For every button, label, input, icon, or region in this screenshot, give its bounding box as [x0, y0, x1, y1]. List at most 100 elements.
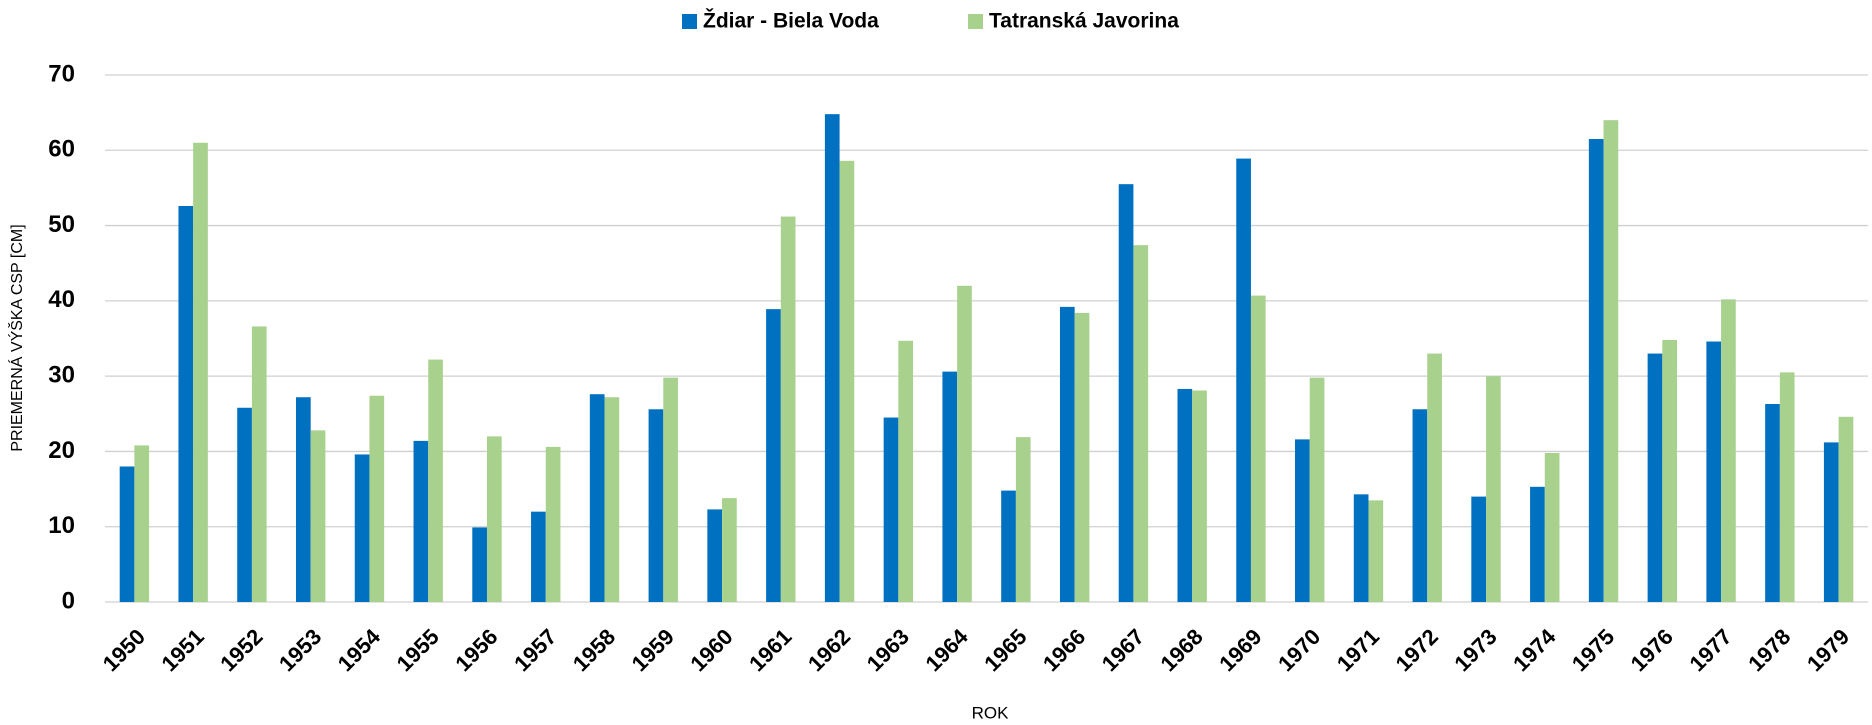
bar: [1427, 353, 1442, 602]
y-tick-label: 40: [48, 286, 75, 313]
bar: [1823, 442, 1839, 602]
y-tick-label: 10: [48, 512, 75, 539]
bar: [648, 409, 664, 602]
legend-swatch: [968, 14, 983, 29]
bar: [589, 394, 605, 602]
bar: [839, 160, 855, 602]
x-tick-label: 1963: [862, 624, 914, 676]
bar: [1412, 409, 1428, 602]
bar: [1368, 500, 1384, 602]
bar: [1074, 312, 1090, 602]
x-tick-label: 1951: [157, 624, 209, 676]
x-tick-label: 1967: [1097, 624, 1149, 676]
x-tick-label: 1957: [509, 624, 561, 676]
bar: [413, 440, 429, 602]
bar: [1721, 299, 1736, 602]
bar: [134, 445, 150, 602]
x-tick-label: 1973: [1449, 624, 1501, 676]
bar: [780, 216, 796, 602]
x-tick-label: 1978: [1743, 624, 1795, 676]
x-tick-label: 1958: [568, 624, 620, 676]
x-tick-label: 1961: [744, 624, 796, 676]
bar: [310, 430, 326, 602]
legend-label: Ždiar - Biela Voda: [703, 9, 879, 33]
bar: [1530, 486, 1545, 602]
x-tick-label: 1972: [1391, 624, 1443, 676]
x-tick-label: 1956: [450, 624, 502, 676]
bar: [472, 527, 487, 602]
x-tick-label: 1979: [1802, 624, 1854, 676]
bar: [1001, 490, 1016, 602]
y-tick-label: 0: [62, 587, 75, 614]
bar: [1588, 138, 1604, 602]
x-tick-label: 1977: [1684, 624, 1736, 676]
x-tick-label: 1954: [333, 623, 386, 676]
bar: [663, 377, 678, 602]
bar: [1236, 158, 1251, 602]
bar: [1353, 494, 1369, 602]
legend-swatch: [682, 14, 697, 29]
bar: [369, 395, 385, 602]
bar: [1544, 452, 1560, 602]
bar: [1706, 341, 1722, 602]
bar: [707, 509, 723, 602]
bar: [486, 436, 502, 602]
bar: [1603, 120, 1619, 603]
x-tick-label: 1962: [803, 624, 855, 676]
x-tick-label: 1964: [920, 623, 973, 676]
y-tick-label: 70: [48, 60, 75, 87]
bar: [1765, 403, 1780, 602]
y-axis-title: PRIEMERNÁ VÝŠKA CSP [CM]: [7, 224, 26, 451]
bar: [1177, 388, 1193, 602]
bar: [1471, 496, 1487, 602]
bar: [1662, 340, 1678, 602]
x-tick-label: 1965: [979, 624, 1031, 676]
x-tick-label: 1976: [1626, 624, 1678, 676]
bar: [604, 397, 620, 602]
bar: [428, 359, 443, 602]
y-tick-label: 50: [48, 211, 75, 238]
x-tick-label: 1952: [215, 624, 267, 676]
bar: [1192, 390, 1207, 602]
bar: [957, 285, 972, 602]
bar: [1779, 372, 1795, 602]
x-axis-title: ROK: [972, 703, 1010, 722]
x-tick-label: 1974: [1508, 623, 1561, 676]
bar: [251, 326, 267, 602]
bar: [119, 466, 135, 602]
y-tick-label: 20: [48, 437, 75, 464]
y-tick-label: 30: [48, 361, 75, 388]
y-tick-label: 60: [48, 136, 75, 163]
bar: [531, 511, 546, 602]
bar: [824, 114, 840, 603]
x-tick-label: 1955: [392, 624, 444, 676]
bar: [237, 407, 252, 602]
bar: [178, 205, 194, 603]
x-tick-label: 1968: [1156, 624, 1208, 676]
bar: [1486, 376, 1501, 602]
bar: [1647, 353, 1663, 602]
bar: [1133, 245, 1149, 602]
bar: [942, 371, 958, 602]
x-tick-label: 1966: [1038, 624, 1090, 676]
x-tick-label: 1975: [1567, 624, 1619, 676]
x-tick-label: 1969: [1214, 624, 1266, 676]
x-tick-label: 1953: [274, 624, 326, 676]
bar: [1059, 306, 1075, 602]
bar: [193, 142, 208, 602]
x-tick-label: 1950: [98, 624, 150, 676]
x-tick-label: 1971: [1332, 624, 1384, 676]
bar: [1015, 437, 1031, 602]
bar: [1118, 184, 1134, 602]
bar: [1295, 439, 1310, 602]
x-tick-label: 1959: [627, 624, 679, 676]
bar: [898, 340, 914, 602]
bar: [1250, 295, 1266, 602]
bar: [545, 446, 561, 602]
x-tick-label: 1970: [1273, 624, 1325, 676]
bar: [722, 498, 737, 602]
bar: [1838, 416, 1854, 602]
bar: [766, 309, 781, 602]
legend-label: Tatranská Javorina: [989, 10, 1179, 33]
